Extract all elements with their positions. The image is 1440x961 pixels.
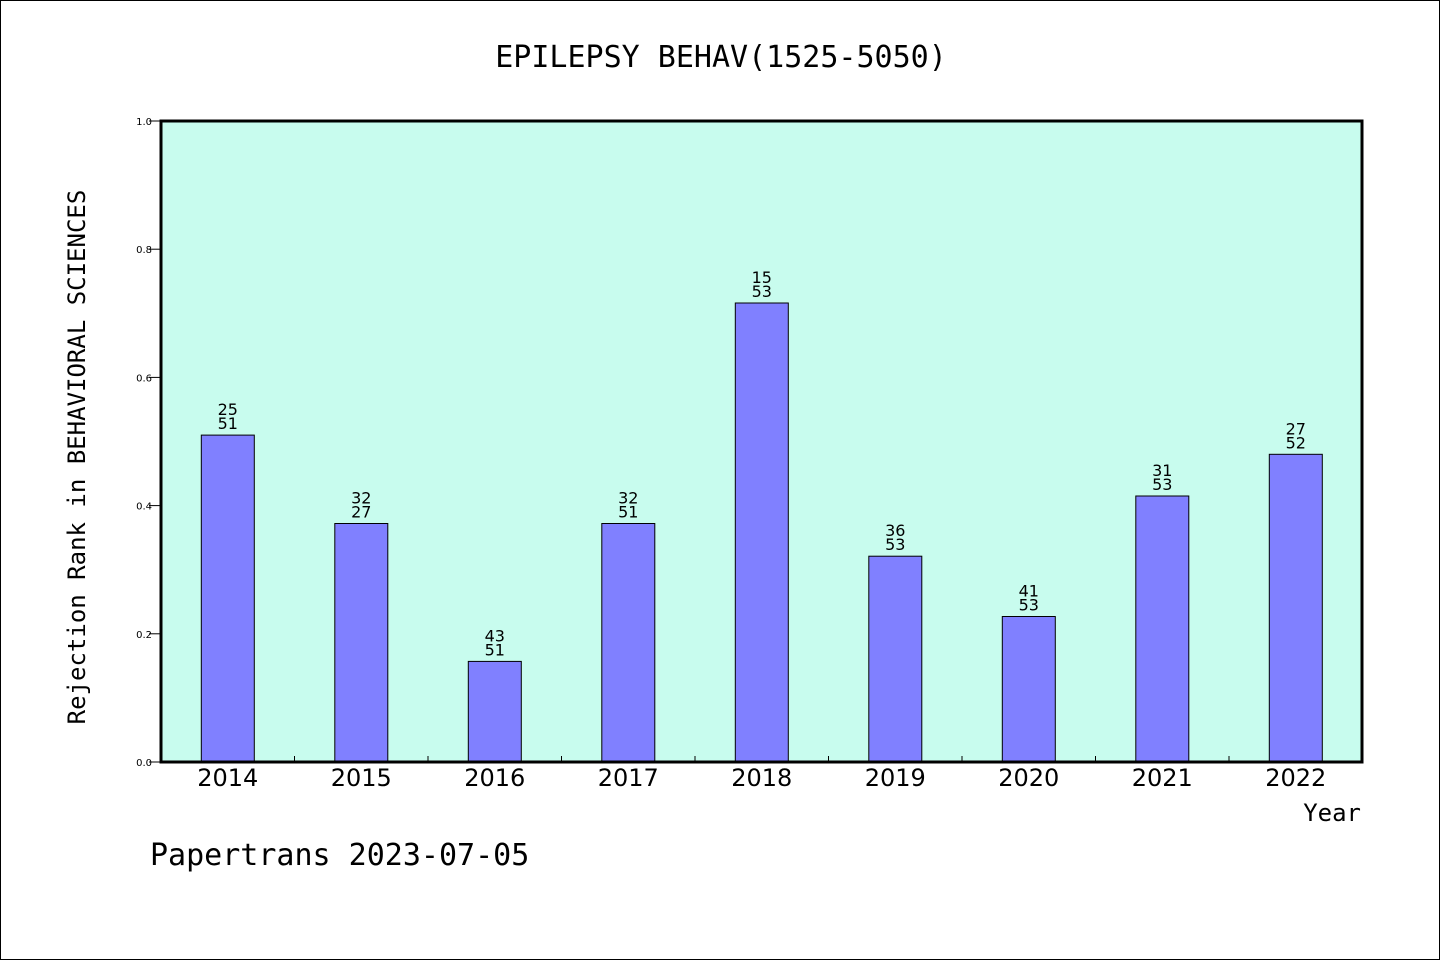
plot-border xyxy=(159,119,1364,764)
bar-2014 xyxy=(200,434,255,763)
bar-label-bottom-2015: 27 xyxy=(351,503,371,522)
bar-2022 xyxy=(1268,453,1323,763)
bar-label-top-2019: 36 xyxy=(885,521,905,540)
y-tick-label-1.0: 1.0 xyxy=(136,117,152,128)
x-axis-label: Year xyxy=(1303,799,1361,827)
bar-2020 xyxy=(1001,616,1056,763)
bar-2016 xyxy=(467,660,522,763)
x-tick-label-2015: 2015 xyxy=(331,764,392,792)
x-tick-label-2017: 2017 xyxy=(598,764,659,792)
bar-label-bottom-2022: 52 xyxy=(1286,433,1306,452)
bar-label-bottom-2021: 53 xyxy=(1152,475,1172,494)
bar-2015 xyxy=(334,523,389,763)
x-tick-label-2018: 2018 xyxy=(731,764,792,792)
bar-2018 xyxy=(734,302,789,763)
bar-label-bottom-2017: 51 xyxy=(618,503,638,522)
bar-label-top-2014: 25 xyxy=(218,400,238,419)
x-tick-label-2016: 2016 xyxy=(464,764,525,792)
bar-label-bottom-2019: 53 xyxy=(885,535,905,554)
x-tick-label-2019: 2019 xyxy=(865,764,926,792)
x-tick-label-2021: 2021 xyxy=(1132,764,1193,792)
y-tick-label-0.4: 0.4 xyxy=(136,502,152,513)
bars-layer xyxy=(200,302,1323,763)
bar-label-bottom-2014: 51 xyxy=(218,414,238,433)
y-tick-label-0.0: 0.0 xyxy=(136,758,152,769)
bar-label-top-2020: 41 xyxy=(1019,582,1039,601)
bar-label-top-2016: 43 xyxy=(485,626,505,645)
bar-label-top-2021: 31 xyxy=(1152,461,1172,480)
y-tick-label-0.8: 0.8 xyxy=(136,245,152,256)
y-axis-ticks: 0.0 0.2 0.4 0.6 0.8 1.0 xyxy=(136,117,161,769)
bar-label-top-2015: 32 xyxy=(351,489,371,508)
bar-label-bottom-2020: 53 xyxy=(1019,596,1039,615)
x-axis-ticks: 2014 2015 2016 2017 2018 2019 2020 2021 2022 xyxy=(197,756,1326,792)
y-tick-label-0.2: 0.2 xyxy=(136,630,152,641)
bar-2017 xyxy=(601,523,656,763)
chart-title: EPILEPSY BEHAV(1525-5050) xyxy=(495,40,947,75)
footer-watermark: Papertrans 2023-07-05 xyxy=(150,838,529,873)
bar-label-bottom-2018: 53 xyxy=(752,282,772,301)
y-tick-label-0.6: 0.6 xyxy=(136,373,152,384)
x-tick-label-2014: 2014 xyxy=(197,764,258,792)
bar-label-bottom-2016: 51 xyxy=(485,640,505,659)
x-tick-label-2022: 2022 xyxy=(1265,764,1326,792)
y-axis-label: Rejection Rank in BEHAVIORAL SCIENCES xyxy=(63,190,91,725)
bar-label-top-2018: 15 xyxy=(752,268,772,287)
bar-label-top-2017: 32 xyxy=(618,489,638,508)
bar-2021 xyxy=(1135,495,1190,763)
bar-label-top-2022: 27 xyxy=(1286,419,1306,438)
bar-2019 xyxy=(868,555,923,763)
x-tick-label-2020: 2020 xyxy=(998,764,1059,792)
